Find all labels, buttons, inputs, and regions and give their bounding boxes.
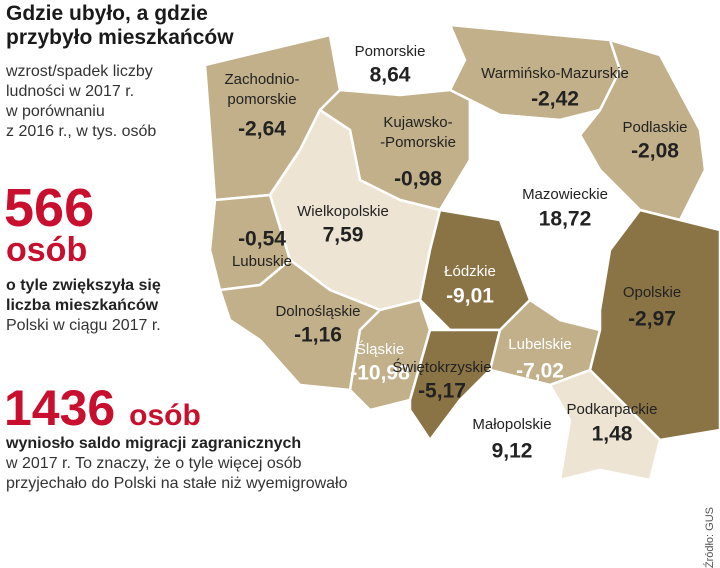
- region-value: 7,59: [323, 224, 364, 247]
- region-value: 18,72: [539, 208, 592, 231]
- text-line: ludności w 2017 r.: [6, 83, 135, 100]
- region-value: -0,98: [394, 168, 442, 191]
- text-line: wzrost/spadek liczby: [6, 63, 153, 80]
- region-value: -9,01: [446, 285, 494, 308]
- stat-unit: osób: [129, 399, 201, 432]
- region-value: 9,12: [492, 440, 533, 463]
- region-name: Śląskie: [356, 340, 404, 358]
- region-name: Podlaskie: [622, 119, 687, 136]
- map: Zachodnio-pomorskie -2,64 Pomorskie 8,64 War…: [205, 25, 720, 482]
- region-value: -2,08: [631, 140, 679, 163]
- text-line: w 2017 r. To znaczy, że o tyle więcej os…: [6, 455, 302, 472]
- text-line: o tyle zwiększyła się: [6, 277, 161, 294]
- stat-number: 1436: [4, 380, 116, 436]
- region-name: Lubuskie: [232, 253, 292, 270]
- region-value: -0,54: [238, 228, 286, 251]
- region-value: -7,02: [516, 360, 564, 383]
- region-name: Mazowieckie: [522, 186, 608, 203]
- region-value: -2,64: [238, 118, 286, 141]
- region-value: -5,17: [418, 380, 466, 403]
- stat-text: o tyle zwiększyła się liczba mieszkańców P…: [6, 276, 226, 336]
- region-name: Świętokrzyskie: [392, 358, 491, 376]
- region-value: -2,42: [531, 88, 579, 111]
- stat-unit: osób: [6, 231, 88, 269]
- region-value: 8,64: [370, 64, 411, 87]
- region-name: Pomorskie: [355, 43, 426, 60]
- region-name: Małopolskie: [472, 416, 551, 433]
- text-line: liczba mieszkańców: [6, 297, 159, 314]
- stat-text: wyniosło saldo migracji zagranicznych w 2…: [6, 434, 426, 494]
- region-name: Lubelskie: [508, 336, 571, 353]
- region-name: Łódzkie: [444, 263, 496, 280]
- description: wzrost/spadek liczby ludności w 2017 r. w …: [6, 62, 206, 142]
- title: Gdzie ubyło, a gdzie przybyło mieszkańcó…: [6, 2, 234, 49]
- text-line: w porównaniu: [6, 103, 105, 120]
- region-name: Podkarpackie: [567, 401, 658, 418]
- text-line: z 2016 r., w tys. osób: [6, 123, 157, 140]
- region-value: -1,16: [294, 324, 342, 347]
- region-name: Warmińsko-Mazurskie: [481, 65, 629, 82]
- region-name: -Pomorskie: [380, 134, 456, 151]
- stat-value: 1436 osób: [4, 382, 201, 442]
- region-name: Kujawsko-: [383, 114, 452, 131]
- region: [548, 368, 662, 482]
- region-name: Dolnośląskie: [275, 303, 360, 320]
- text-line: Polski w ciągu 2017 r.: [6, 317, 161, 334]
- text-line: wyniosło saldo migracji zagranicznych: [6, 435, 302, 452]
- region-value: -10,98: [350, 362, 410, 385]
- region-name: pomorskie: [227, 91, 296, 108]
- stat-value: 566: [4, 178, 95, 238]
- region-name: Opolskie: [623, 284, 681, 301]
- region-name: Zachodnio-: [224, 71, 299, 88]
- region-name: Wielkopolskie: [297, 203, 389, 220]
- page: {"header": {"title": "Gdzie ubyło, a gdz…: [4, 2, 720, 568]
- source: Źródło: GUS: [704, 507, 716, 568]
- region: [348, 298, 432, 412]
- region-value: 1,48: [592, 423, 633, 446]
- region-value: -2,97: [628, 308, 676, 331]
- text-line: przyjechało do Polski na stałe niż wyemi…: [6, 475, 348, 492]
